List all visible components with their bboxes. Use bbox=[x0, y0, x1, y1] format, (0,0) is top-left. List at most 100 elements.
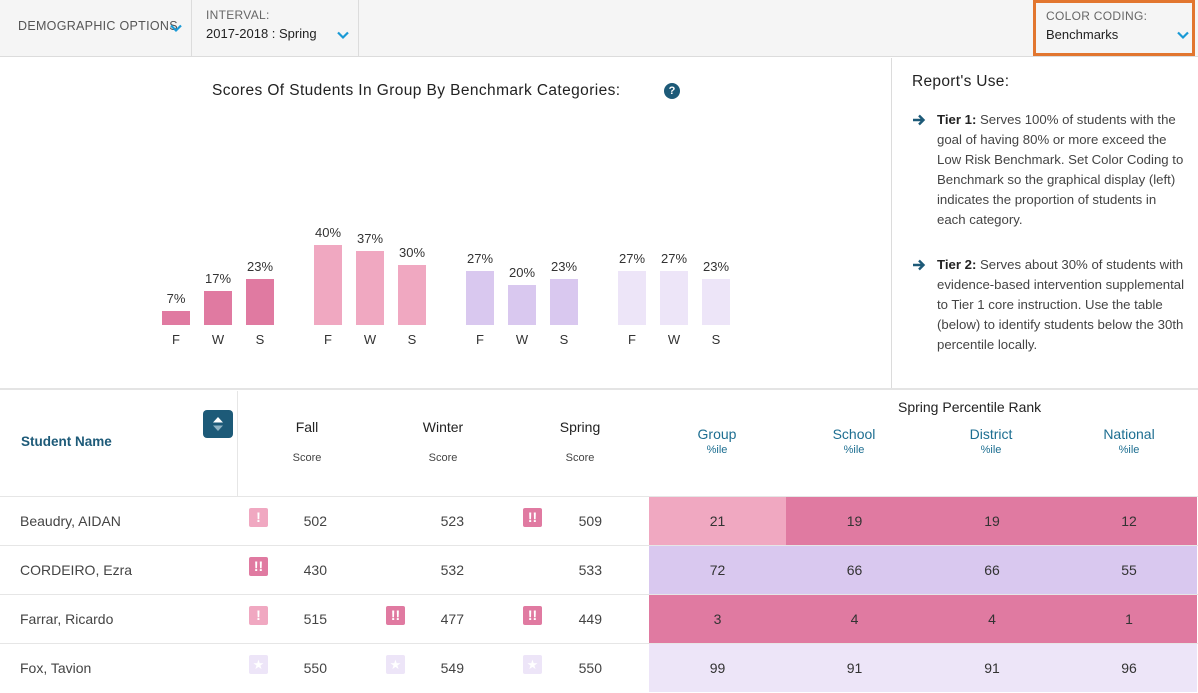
risk-flag-icon: !! bbox=[523, 508, 542, 527]
national-percentile-header[interactable]: National bbox=[1103, 426, 1155, 442]
category-tick-label: W bbox=[364, 332, 377, 347]
group-percentile: 72 bbox=[649, 546, 786, 594]
chevron-down-icon bbox=[169, 21, 183, 35]
table-row[interactable]: Fox, Tavion ★ 550 ★ 549 ★ 550 99 91 91 9… bbox=[0, 643, 1198, 692]
winter-score: 532 bbox=[440, 562, 464, 578]
spring-score: 449 bbox=[578, 611, 602, 627]
report-use-tier-1-text: Tier 1: Serves 100% of students with the… bbox=[937, 110, 1187, 230]
chart-bar bbox=[702, 279, 730, 325]
chart-bar bbox=[508, 285, 536, 325]
chart-bar bbox=[660, 271, 688, 325]
student-name[interactable]: Farrar, Ricardo bbox=[20, 611, 114, 627]
national-percentile: 96 bbox=[1061, 644, 1197, 692]
arrow-right-icon bbox=[912, 110, 926, 132]
report-use-tier-2-text: Tier 2: Serves about 30% of students wit… bbox=[937, 255, 1187, 355]
winter-score: 523 bbox=[440, 513, 464, 529]
sort-icon bbox=[213, 417, 223, 431]
fall-score: 430 bbox=[303, 562, 327, 578]
bar-value-label: 7% bbox=[167, 291, 186, 306]
school-percentile: 19 bbox=[786, 497, 923, 545]
bar-value-label: 27% bbox=[467, 251, 493, 266]
star-icon: ★ bbox=[386, 655, 405, 674]
winter-score: 549 bbox=[440, 660, 464, 676]
star-icon: ★ bbox=[523, 655, 542, 674]
table-row[interactable]: Beaudry, AIDAN ! 502 523 !! 509 21 19 19… bbox=[0, 496, 1198, 545]
chevron-down-icon bbox=[1176, 28, 1190, 42]
spring-score: 550 bbox=[578, 660, 602, 676]
student-name-header[interactable]: Student Name bbox=[21, 434, 112, 449]
chart-bar bbox=[398, 265, 426, 325]
chart-bar bbox=[550, 279, 578, 325]
question-circle-icon[interactable]: ? bbox=[664, 83, 680, 99]
tier-2-description: Serves about 30% of students with eviden… bbox=[937, 257, 1185, 352]
bar-value-label: 23% bbox=[703, 259, 729, 274]
table-row[interactable]: Farrar, Ricardo ! 515 !! 477 !! 449 3 4 … bbox=[0, 594, 1198, 643]
group-percentile: 3 bbox=[649, 595, 786, 643]
group-percentile-header[interactable]: Group bbox=[697, 426, 737, 442]
bar-value-label: 40% bbox=[315, 225, 341, 240]
bar-value-label: 23% bbox=[551, 259, 577, 274]
national-percentile: 55 bbox=[1061, 546, 1197, 594]
risk-flag-icon: ! bbox=[249, 508, 268, 527]
bar-value-label: 17% bbox=[205, 271, 231, 286]
report-use-panel: Report's Use: Tier 1: Serves 100% of stu… bbox=[892, 58, 1198, 388]
school-percentile: 91 bbox=[786, 644, 923, 692]
star-icon: ★ bbox=[249, 655, 268, 674]
student-name[interactable]: Beaudry, AIDAN bbox=[20, 513, 121, 529]
panel-divider bbox=[891, 58, 892, 388]
color-coding-dropdown[interactable]: COLOR CODING: Benchmarks bbox=[1033, 0, 1195, 56]
risk-flag-icon: !! bbox=[249, 557, 268, 576]
spring-score: 509 bbox=[578, 513, 602, 529]
chart-bar bbox=[314, 245, 342, 325]
tier-2-label: Tier 2: bbox=[937, 257, 977, 272]
bar-value-label: 37% bbox=[357, 231, 383, 246]
district-percentile: 66 bbox=[923, 546, 1061, 594]
category-tick-label: F bbox=[476, 332, 484, 347]
district-percentile-header[interactable]: District bbox=[969, 426, 1013, 442]
toolbar: DEMOGRAPHIC OPTIONS INTERVAL: 2017-2018 … bbox=[0, 0, 1198, 57]
fall-score-subheader: Score bbox=[292, 452, 322, 464]
student-name[interactable]: Fox, Tavion bbox=[20, 660, 92, 676]
demographic-options-dropdown[interactable]: DEMOGRAPHIC OPTIONS bbox=[0, 0, 192, 56]
chart-bar bbox=[466, 271, 494, 325]
chevron-down-icon bbox=[336, 28, 350, 42]
school-percentile: 66 bbox=[786, 546, 923, 594]
risk-flag-icon: !! bbox=[523, 606, 542, 625]
benchmark-bar-chart: 7% F 17% W 23% S 40% F 37% W 30% S 27% F 20% W 23% S 27% F 2… bbox=[162, 225, 730, 347]
chart-bar bbox=[204, 291, 232, 325]
school-percentile-header[interactable]: School bbox=[832, 426, 876, 442]
winter-score: 477 bbox=[440, 611, 464, 627]
student-name[interactable]: CORDEIRO, Ezra bbox=[20, 562, 133, 578]
fall-score: 515 bbox=[303, 611, 327, 627]
winter-score-subheader: Score bbox=[428, 452, 458, 464]
sort-button[interactable] bbox=[203, 410, 233, 438]
chart-bar bbox=[356, 251, 384, 325]
national-percentile-subheader: %ile bbox=[1118, 444, 1140, 456]
national-percentile: 1 bbox=[1061, 595, 1197, 643]
category-tick-label: W bbox=[516, 332, 529, 347]
section-divider bbox=[0, 388, 1198, 390]
benchmark-chart-panel: 7% F 17% W 23% S 40% F 37% W 30% S 27% F 20% W 23% S 27% F 2… bbox=[0, 58, 891, 388]
national-percentile: 12 bbox=[1061, 497, 1197, 545]
category-tick-label: F bbox=[628, 332, 636, 347]
category-tick-label: W bbox=[668, 332, 681, 347]
school-percentile-subheader: %ile bbox=[843, 444, 865, 456]
fall-header: Fall bbox=[295, 419, 319, 435]
tier-1-description: Serves 100% of students with the goal of… bbox=[937, 112, 1184, 227]
bar-value-label: 20% bbox=[509, 265, 535, 280]
chart-title: Scores Of Students In Group By Benchmark… bbox=[212, 82, 621, 99]
demographic-options-label: DEMOGRAPHIC OPTIONS bbox=[18, 19, 178, 33]
winter-header: Winter bbox=[422, 419, 464, 435]
bar-value-label: 23% bbox=[247, 259, 273, 274]
risk-flag-icon: !! bbox=[386, 606, 405, 625]
school-percentile: 4 bbox=[786, 595, 923, 643]
color-coding-label: COLOR CODING: bbox=[1046, 9, 1148, 23]
category-tick-label: S bbox=[560, 332, 569, 347]
category-tick-label: W bbox=[212, 332, 225, 347]
interval-dropdown[interactable]: INTERVAL: 2017-2018 : Spring bbox=[193, 0, 359, 56]
category-tick-label: F bbox=[324, 332, 332, 347]
group-percentile: 99 bbox=[649, 644, 786, 692]
bar-value-label: 30% bbox=[399, 245, 425, 260]
table-row[interactable]: CORDEIRO, Ezra !! 430 532 533 72 66 66 5… bbox=[0, 545, 1198, 594]
report-use-title: Report's Use: bbox=[912, 73, 1010, 90]
